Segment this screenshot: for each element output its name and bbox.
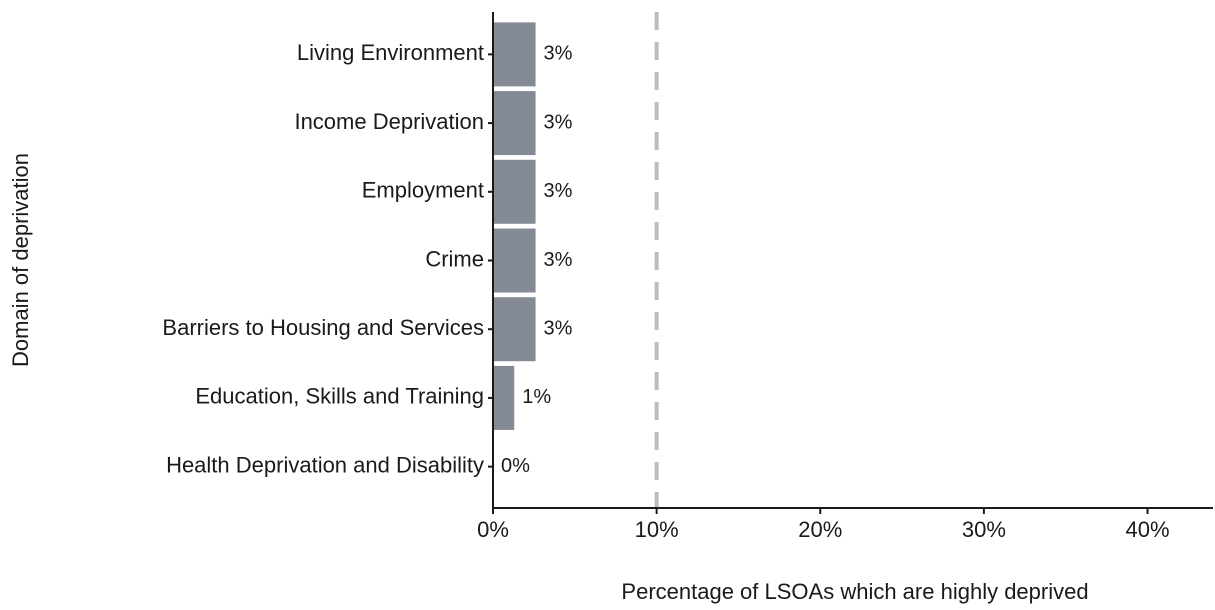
x-axis-title: Percentage of LSOAs which are highly dep… [621, 579, 1088, 604]
value-label: 3% [544, 111, 573, 133]
value-label: 1% [522, 386, 551, 408]
y-tick-label: Living Environment [297, 40, 484, 65]
y-tick-label: Income Deprivation [294, 109, 484, 134]
bar [493, 297, 536, 362]
x-tick-label: 30% [962, 517, 1006, 542]
x-tick-label: 10% [635, 517, 679, 542]
value-label: 3% [544, 180, 573, 202]
bar [493, 365, 515, 430]
x-tick-label: 40% [1126, 517, 1170, 542]
bar [493, 22, 536, 87]
x-tick-label: 20% [798, 517, 842, 542]
y-axis-title: Domain of deprivation [8, 153, 33, 367]
value-label: 3% [544, 249, 573, 271]
bar [493, 159, 536, 224]
x-tick-label: 0% [477, 517, 509, 542]
y-tick-label: Employment [362, 178, 484, 203]
value-label: 3% [544, 317, 573, 339]
value-label: 3% [544, 43, 573, 65]
y-tick-label: Education, Skills and Training [195, 384, 484, 409]
value-label: 0% [501, 455, 530, 477]
bar [493, 228, 536, 293]
bar [493, 91, 536, 156]
y-tick-label: Crime [425, 246, 484, 271]
y-tick-label: Health Deprivation and Disability [166, 452, 484, 477]
y-tick-label: Barriers to Housing and Services [162, 315, 484, 340]
